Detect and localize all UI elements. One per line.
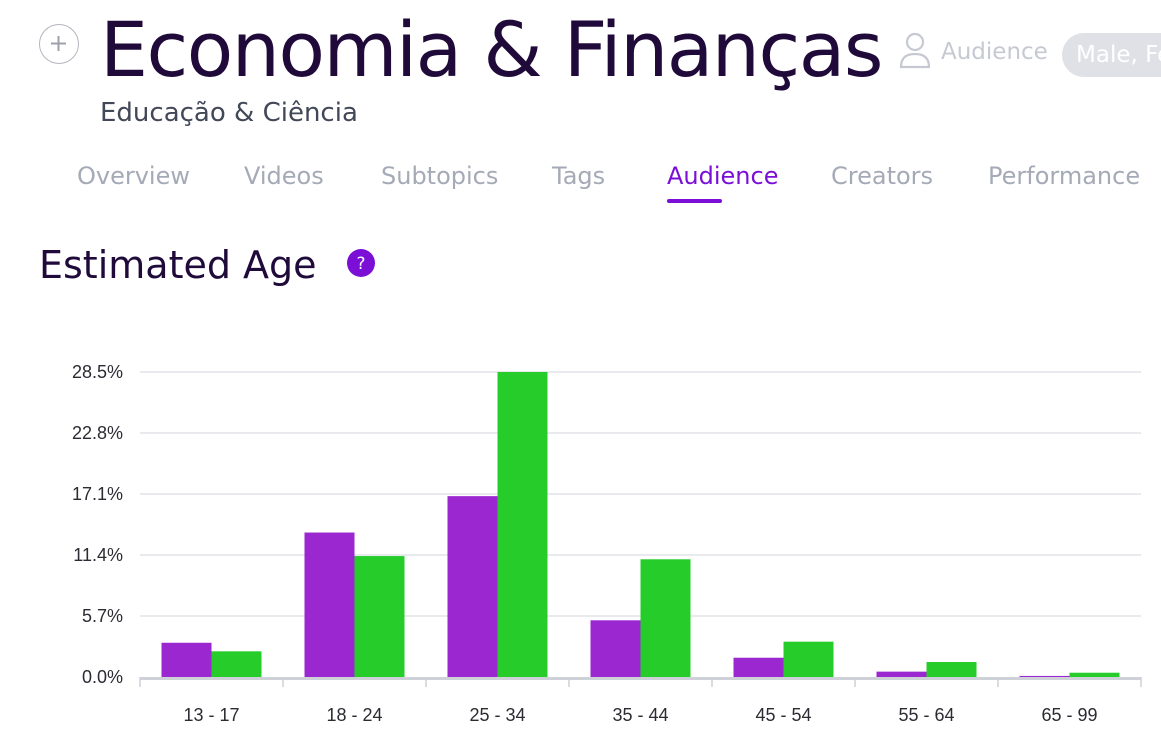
bar [211, 651, 262, 677]
bar [783, 641, 834, 677]
bar [926, 662, 977, 677]
question-glyph: ? [356, 254, 365, 274]
y-tick-label: 17.1% [72, 484, 123, 504]
x-tick-label: 13 - 17 [183, 705, 239, 725]
x-tick-label: 25 - 34 [469, 705, 525, 725]
y-tick-label: 22.8% [72, 423, 123, 443]
bar [497, 372, 548, 677]
y-tick-label: 28.5% [72, 362, 123, 382]
bar [1019, 675, 1070, 677]
bar [876, 671, 927, 677]
bar [304, 532, 355, 677]
x-tick-label: 18 - 24 [326, 705, 382, 725]
bar [161, 642, 212, 677]
page-title: Economia & Finanças [100, 5, 883, 94]
y-tick-label: 11.4% [73, 545, 123, 565]
audience-filter-label: Audience [941, 39, 1048, 65]
tab-videos[interactable]: Videos [244, 162, 324, 190]
bar [590, 620, 641, 677]
x-tick-label: 45 - 54 [755, 705, 811, 725]
user-icon [899, 32, 931, 69]
x-tick-label: 55 - 64 [898, 705, 954, 725]
add-topic-button[interactable] [39, 24, 79, 64]
plus-icon [51, 36, 66, 51]
tab-overview[interactable]: Overview [77, 162, 190, 190]
bar [640, 559, 691, 677]
tab-performance[interactable]: Performance [988, 162, 1141, 190]
bar [447, 496, 498, 677]
y-tick-label: 5.7% [82, 606, 123, 626]
section-title: Estimated Age [39, 243, 317, 287]
x-tick-label: 65 - 99 [1041, 705, 1097, 725]
bar [733, 657, 784, 677]
tab-tags[interactable]: Tags [552, 162, 606, 190]
x-tick-label: 35 - 44 [612, 705, 668, 725]
bar [354, 556, 405, 677]
tab-subtopics[interactable]: Subtopics [381, 162, 499, 190]
category-subtitle: Educação & Ciência [100, 98, 358, 128]
gender-filter-pill[interactable]: Male, Fe [1062, 33, 1161, 77]
bar [1069, 672, 1120, 677]
active-tab-indicator [667, 199, 722, 203]
question-icon[interactable]: ? [347, 249, 375, 277]
y-tick-label: 0.0% [82, 667, 123, 687]
tab-audience[interactable]: Audience [667, 162, 779, 190]
tab-creators[interactable]: Creators [831, 162, 934, 190]
